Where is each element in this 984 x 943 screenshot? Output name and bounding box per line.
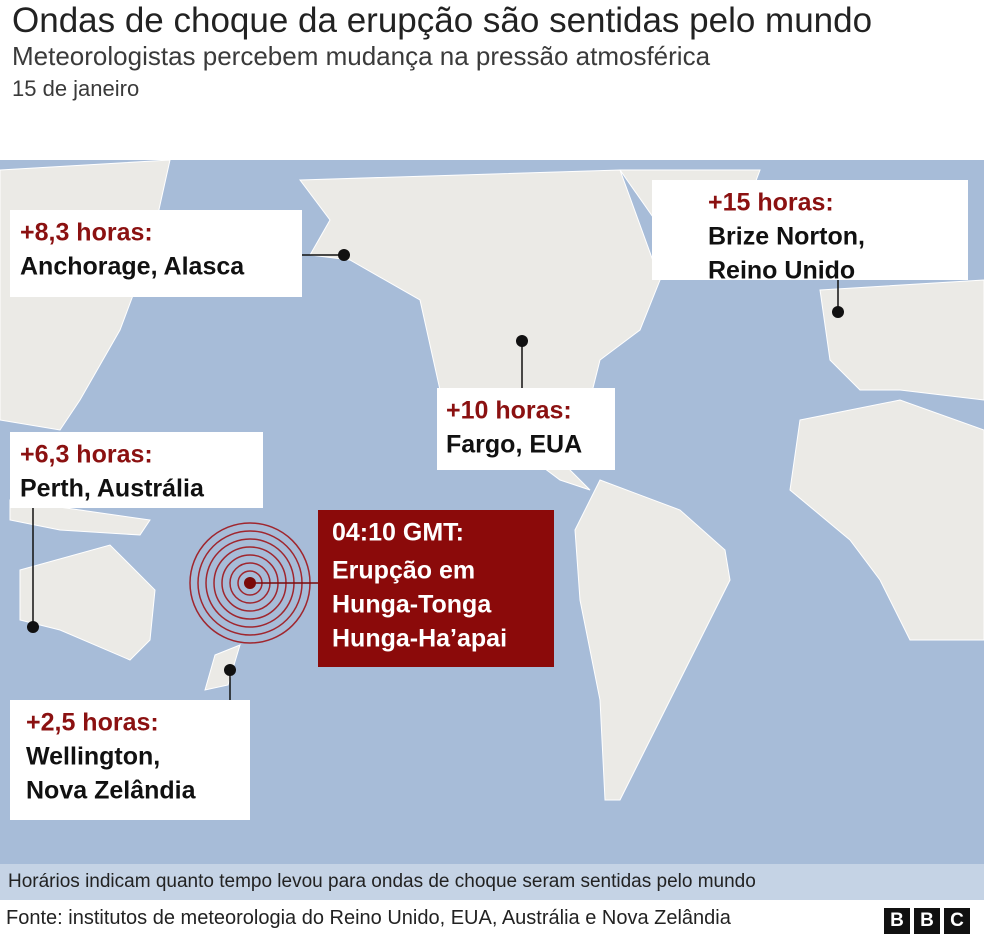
label-time: +8,3 horas: (20, 219, 153, 247)
eruption-box (318, 510, 554, 667)
label-box (10, 432, 263, 508)
title: Ondas de choque da erupção são sentidas … (12, 1, 873, 40)
source: Fonte: institutos de meteorologia do Rei… (6, 907, 731, 929)
date: 15 de janeiro (12, 76, 140, 101)
note: Horários indicam quanto tempo levou para… (8, 871, 756, 892)
note-bg (0, 864, 984, 900)
logo-letter: B (884, 908, 910, 934)
location-dot (516, 335, 528, 347)
label-place: Anchorage, Alasca (20, 253, 245, 281)
label-box (437, 388, 615, 470)
logo-letter: B (914, 908, 940, 934)
label-place: Wellington, (26, 743, 160, 771)
eruption-place: Erupção em (332, 557, 475, 585)
label-box (652, 180, 968, 280)
header: Ondas de choque da erupção são sentidas … (12, 2, 912, 106)
eruption-place: Hunga-Tonga (332, 591, 492, 619)
label-place: Reino Unido (708, 257, 855, 285)
location-dot (224, 664, 236, 676)
label-place: Fargo, EUA (446, 431, 582, 459)
logo-letter: C (944, 908, 970, 934)
eruption-time: 04:10 GMT: (332, 519, 464, 547)
label-place: Brize Norton, (708, 223, 865, 251)
subtitle: Meteorologistas percebem mudança na pres… (12, 41, 711, 71)
location-dot (27, 621, 39, 633)
label-time: +2,5 horas: (26, 709, 159, 737)
label-time: +15 horas: (708, 189, 834, 217)
label-place: Nova Zelândia (26, 777, 197, 805)
label-box (10, 700, 250, 820)
map: +8,3 horas: Anchorage, Alasca +15 horas: Br… (0, 160, 984, 900)
location-dot (338, 249, 350, 261)
eruption-place: Hunga-Ha’apai (332, 625, 507, 653)
label-time: +10 horas: (446, 397, 572, 425)
label-place: Perth, Austrália (20, 475, 205, 503)
label-time: +6,3 horas: (20, 441, 153, 469)
location-dot (832, 306, 844, 318)
label-box (10, 210, 302, 297)
